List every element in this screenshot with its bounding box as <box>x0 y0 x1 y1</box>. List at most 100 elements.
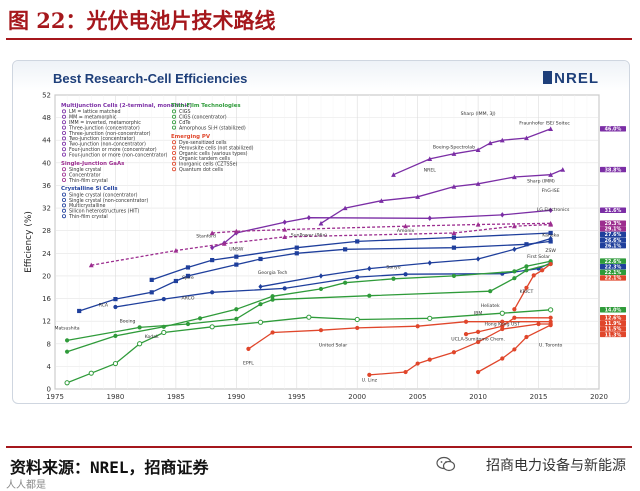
data-point <box>294 251 299 256</box>
data-point <box>487 140 493 146</box>
legend-group-title: Crystalline Si Cells <box>61 186 118 192</box>
annotation-label: Spire <box>182 275 194 281</box>
data-point <box>548 319 553 324</box>
data-point <box>113 333 118 338</box>
nrel-logo: NREL <box>554 70 599 87</box>
legend-entry: Four-junction or more (non-concentrator) <box>69 152 168 158</box>
data-point <box>511 223 517 229</box>
legend-entry: Multicrystalline <box>69 203 106 209</box>
end-label-text: 27.6% <box>605 232 622 238</box>
end-label-badge <box>600 331 626 338</box>
end-label-text: 11.9% <box>605 321 622 327</box>
end-label-text: 11.3% <box>605 332 622 338</box>
data-point <box>560 167 566 172</box>
nrel-logo-mark <box>543 71 552 84</box>
data-point <box>258 302 263 307</box>
data-point <box>113 304 118 310</box>
legend-entry: Thin-film crystal <box>68 214 108 220</box>
end-label-text: 29.3% <box>605 221 622 227</box>
data-point <box>540 268 545 273</box>
x-tick-label: 2010 <box>469 393 487 401</box>
legend-marker <box>171 109 176 114</box>
data-point <box>451 235 457 240</box>
y-tick-label: 44 <box>42 137 51 145</box>
data-point <box>318 328 324 333</box>
y-tick-label: 4 <box>47 363 52 371</box>
x-tick-label: 1980 <box>107 393 125 401</box>
data-point <box>234 262 239 267</box>
data-point <box>210 290 215 295</box>
annotation-label: Georgia Tech <box>258 270 288 276</box>
source-note: 资料来源：NREL，招商证券 <box>10 458 209 477</box>
end-label-badge <box>600 231 626 238</box>
annotation-label: UCLA-Sumitomo Chem. <box>451 336 505 342</box>
end-label-badge <box>600 275 626 281</box>
legend-entry: Single crystal (concentrator) <box>69 192 138 198</box>
series-14 <box>248 321 551 350</box>
data-point <box>209 230 215 236</box>
annotation-label: SunPower (96x) <box>291 232 327 238</box>
figure-title: 图 22：光伏电池片技术路线 <box>8 8 276 33</box>
data-point <box>173 278 178 284</box>
data-point <box>197 316 203 321</box>
data-point <box>512 307 517 312</box>
legend-entry: CIGS <box>179 109 191 115</box>
data-point <box>427 215 432 221</box>
legend-marker <box>171 114 176 119</box>
data-point <box>149 290 154 295</box>
y-tick-label: 20 <box>42 272 51 280</box>
legend-marker <box>62 172 67 177</box>
legend-marker <box>62 147 67 152</box>
legend-entry: Concentrator <box>69 172 101 178</box>
data-point <box>548 126 554 132</box>
x-tick-label: 1995 <box>288 393 306 401</box>
end-label-badge <box>600 126 626 132</box>
legend-marker <box>171 145 176 150</box>
legend-marker <box>171 140 176 145</box>
data-point <box>234 316 239 321</box>
data-point <box>499 310 505 316</box>
data-point <box>161 297 166 302</box>
data-point <box>88 262 94 268</box>
end-label-badge <box>600 264 626 270</box>
annotation-label: Kaneka <box>542 232 559 238</box>
legend-marker <box>62 131 67 136</box>
annotation-label: Hong Kong UST <box>485 322 521 328</box>
data-point <box>488 289 493 294</box>
legend-entry: Single crystal <box>69 167 101 173</box>
data-point <box>415 361 420 366</box>
data-point <box>355 325 360 331</box>
data-point <box>500 356 505 361</box>
data-point <box>476 369 481 375</box>
data-point <box>258 256 263 262</box>
data-point <box>548 239 553 244</box>
footer-rule <box>6 446 632 448</box>
legend-marker <box>62 136 67 141</box>
annotation-label: UNSW <box>229 246 244 252</box>
legend-marker <box>62 167 67 172</box>
legend-marker <box>62 197 67 202</box>
data-point <box>499 137 505 143</box>
legend-entry: Two-junction (concentrator) <box>68 136 135 142</box>
end-label-text: 22.1% <box>605 270 622 276</box>
data-point <box>246 346 251 351</box>
legend-entry: Perovskite cells (not stabilized) <box>179 145 254 151</box>
data-point <box>451 245 457 250</box>
data-point <box>403 369 408 375</box>
legend-group-title: Single-Junction GaAs <box>61 161 124 167</box>
data-point <box>64 380 70 386</box>
series-line <box>212 222 551 234</box>
legend-entry: Organic cells (various types) <box>179 151 248 157</box>
title-rule <box>6 38 632 40</box>
annotation-label: Heliatek <box>481 303 500 309</box>
data-point <box>88 370 94 376</box>
data-point <box>270 330 275 335</box>
data-point <box>476 329 481 334</box>
annotation-label: LG Electronics <box>537 207 570 213</box>
legend-entry: Quantum dot cells <box>179 167 224 173</box>
data-point <box>548 307 554 313</box>
legend-marker <box>62 125 67 130</box>
legend-marker <box>62 120 67 125</box>
y-tick-label: 0 <box>47 386 51 394</box>
data-point <box>343 247 348 252</box>
